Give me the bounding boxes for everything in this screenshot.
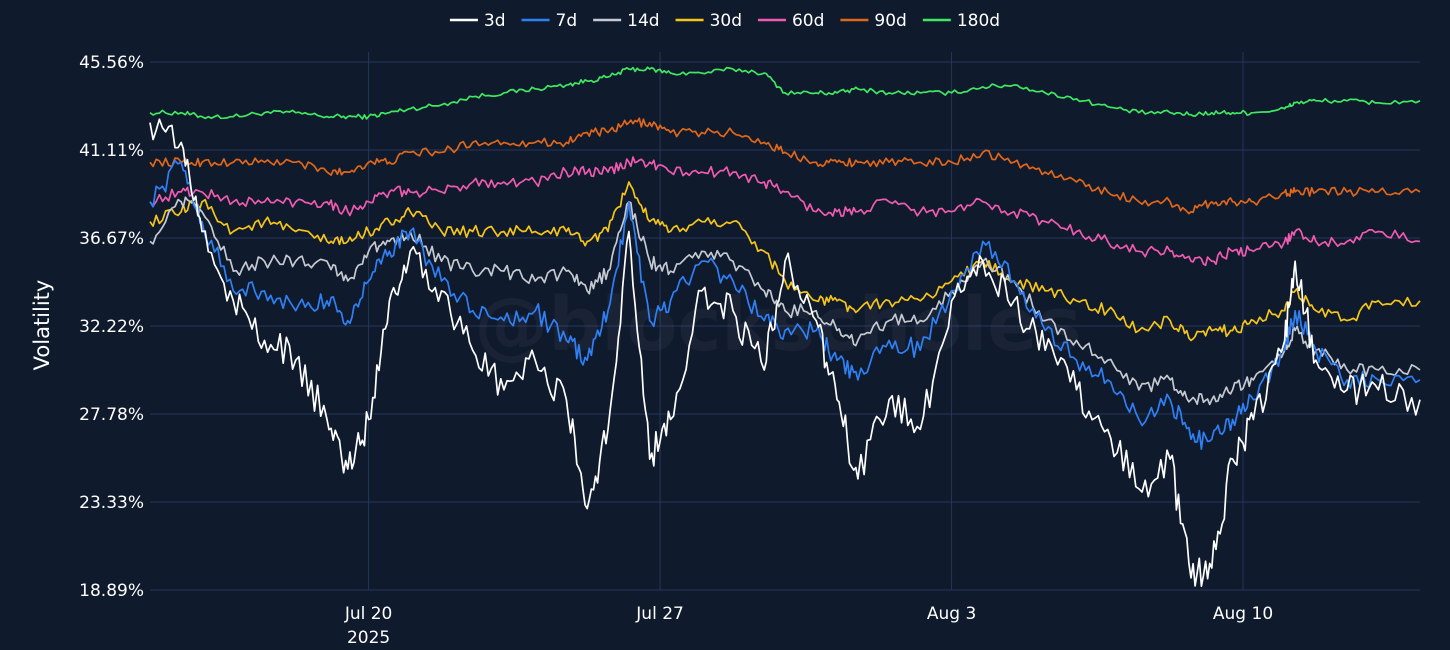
x-tick-label: Jul 20 <box>344 604 393 624</box>
y-tick-label: 32.22% <box>79 317 144 337</box>
x-tick-label: Aug 10 <box>1213 604 1273 624</box>
series-line-90d <box>149 117 1421 215</box>
legend-label: 180d <box>957 11 1000 31</box>
series-line-14d <box>149 196 1421 406</box>
legend-item-60d[interactable]: 60d <box>757 11 824 31</box>
legend-item-30d[interactable]: 30d <box>675 11 742 31</box>
series-line-180d <box>149 66 1421 120</box>
legend-label: 14d <box>627 11 659 31</box>
watermark: @blockscholes <box>474 282 1081 368</box>
legend-label: 7d <box>556 11 578 31</box>
y-tick-label: 36.67% <box>79 229 144 249</box>
legend-label: 90d <box>874 11 906 31</box>
legend-label: 60d <box>792 11 824 31</box>
legend-item-90d[interactable]: 90d <box>840 11 907 31</box>
y-tick-label: 41.11% <box>79 141 144 161</box>
y-axis-label: Volatility <box>30 280 54 371</box>
legend: 3d 7d 14d 30d 60d 90d 180d <box>449 11 1000 31</box>
legend-label: 30d <box>710 11 742 31</box>
legend-label: 3d <box>484 11 506 31</box>
y-axis-ticks: 18.89% 23.33% 27.78% 32.22% 36.67% 41.11% 45.5… <box>79 53 144 601</box>
x-tick-sublabel: 2025 <box>347 628 390 648</box>
x-tick-label: Aug 3 <box>927 604 976 624</box>
series-line-30d <box>149 181 1421 342</box>
legend-item-180d[interactable]: 180d <box>922 11 1000 31</box>
legend-item-7d[interactable]: 7d <box>521 11 578 31</box>
series-lines <box>149 66 1421 588</box>
x-tick-label: Jul 27 <box>635 604 684 624</box>
y-tick-label: 27.78% <box>79 405 144 425</box>
y-tick-label: 23.33% <box>79 493 144 513</box>
x-axis-ticks: Jul 20 2025 Jul 27 Aug 3 Aug 10 <box>344 604 1273 648</box>
legend-item-3d[interactable]: 3d <box>449 11 506 31</box>
y-tick-label: 45.56% <box>79 53 144 73</box>
legend-item-14d[interactable]: 14d <box>593 11 660 31</box>
series-line-60d <box>149 156 1421 267</box>
y-tick-label: 18.89% <box>79 581 144 601</box>
series-line-3d <box>149 118 1421 588</box>
